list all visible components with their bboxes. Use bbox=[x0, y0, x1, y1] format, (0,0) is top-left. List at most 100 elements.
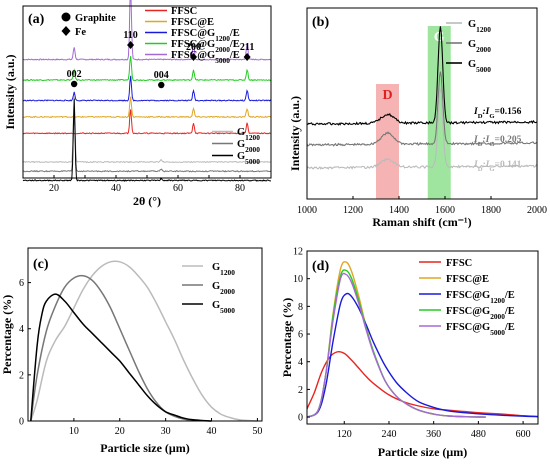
x-axis-label: Particle size (μm) bbox=[100, 441, 189, 455]
y-axis-label: Percentage (%) bbox=[280, 298, 294, 377]
legend-label-base: FFSC bbox=[171, 6, 197, 17]
ytick-label: 0 bbox=[19, 417, 24, 428]
panel-a: 20 40 60 80 2θ (°) Intensity (a.u.) (a) Graphit… bbox=[3, 0, 272, 208]
panel-d: 120 240 360 480 600 0 2 4 6 8 10 12 Particle size (μ… bbox=[280, 247, 539, 459]
ratio-colon: :I bbox=[483, 135, 490, 145]
legend-label-sub: 1200 bbox=[220, 268, 235, 277]
xtick-label: 1000 bbox=[297, 205, 317, 216]
xtick-label: 1600 bbox=[435, 205, 455, 216]
ratio-sub-d: D bbox=[478, 166, 483, 173]
xtick-label: 10 bbox=[69, 426, 79, 437]
ytick-label: 4 bbox=[298, 357, 303, 368]
marker-legend-diamond bbox=[61, 26, 71, 36]
legend-label-sub: 2000 bbox=[490, 312, 505, 321]
legend-label: G2000 bbox=[237, 139, 260, 154]
raman-line-G2000 bbox=[306, 71, 538, 147]
legend-label-sub: 1200 bbox=[245, 133, 260, 142]
ytick-label: 10 bbox=[293, 274, 303, 285]
band-D bbox=[376, 84, 399, 199]
psd-line-FFSC bbox=[306, 351, 539, 418]
xtick-label: 80 bbox=[235, 183, 245, 194]
ytick-label: 0 bbox=[298, 413, 303, 424]
raman-line-G5000 bbox=[306, 26, 538, 126]
psd-line-FFSC@G5000/E bbox=[306, 272, 486, 418]
legend-label-sub: 1200 bbox=[476, 25, 491, 34]
panel-label: (a) bbox=[28, 12, 45, 27]
legend-label-tail: /E bbox=[504, 306, 515, 317]
legend-label-tail: /E bbox=[504, 290, 515, 301]
ratio-i: I bbox=[473, 107, 478, 117]
legend-label-tail: /E bbox=[229, 28, 240, 39]
panel-label: (c) bbox=[33, 257, 49, 272]
ratio-sub-g: G bbox=[489, 166, 494, 173]
legend-label-tail: /E bbox=[229, 50, 240, 61]
panel-c: 10 20 30 40 50 0 2 4 6 Particle size (μm) Percenta… bbox=[0, 247, 263, 455]
x-axis-label: Raman shift (cm⁻¹) bbox=[372, 215, 471, 229]
panel-d-frame bbox=[306, 250, 539, 425]
xtick-label: 2000 bbox=[527, 205, 547, 216]
legend-label-base: G bbox=[212, 300, 220, 311]
peak-marker-diamond bbox=[190, 53, 197, 61]
legend-label: G5000 bbox=[237, 151, 260, 166]
panel-label: (d) bbox=[312, 259, 329, 274]
ratio-colon: :I bbox=[483, 107, 490, 117]
ytick-label: 4 bbox=[19, 324, 24, 335]
band-G bbox=[427, 26, 451, 199]
legend-label: FFSC@G2000/E bbox=[171, 39, 240, 54]
legend-label-sub: 2000 bbox=[220, 287, 235, 296]
xtick-label: 1400 bbox=[389, 205, 409, 216]
legend-label-base: G bbox=[468, 59, 476, 70]
xtick-label: 20 bbox=[115, 426, 125, 437]
legend-label: G1200 bbox=[468, 19, 491, 34]
peak-marker-diamond bbox=[127, 41, 135, 49]
legend-label-sub: 1200 bbox=[215, 34, 230, 43]
ratio-colon: :I bbox=[483, 160, 490, 170]
legend-label-sub: 5000 bbox=[220, 306, 235, 315]
psd-line-G1200 bbox=[30, 260, 258, 422]
legend-label-sub: 5000 bbox=[490, 328, 505, 337]
legend-label-sub: 2000 bbox=[476, 45, 491, 54]
peak-label: 110 bbox=[123, 30, 137, 41]
legend-label: FFSC@G1200/E bbox=[446, 290, 515, 305]
xtick-label: 20 bbox=[49, 183, 59, 194]
legend-label: FFSC@G5000/E bbox=[171, 50, 240, 65]
xtick-label: 60 bbox=[173, 183, 183, 194]
legend-label-base: G bbox=[212, 281, 220, 292]
legend-label-base: G bbox=[237, 151, 245, 162]
legend-label-sub: 5000 bbox=[476, 65, 491, 74]
marker-legend-label: Graphite bbox=[75, 13, 116, 24]
peak-marker-circle bbox=[158, 81, 165, 89]
legend-label: FFSC bbox=[171, 6, 197, 17]
legend-label-base: G bbox=[237, 127, 245, 138]
x-axis-label: Particle size (μm) bbox=[378, 445, 467, 459]
ratio-label: ID:IG=0.156 bbox=[473, 107, 522, 120]
x-axis-label: 2θ (°) bbox=[133, 194, 161, 208]
legend-label-base: G bbox=[468, 19, 476, 30]
ytick-label: 6 bbox=[19, 278, 24, 289]
xtick-label: 1200 bbox=[343, 205, 363, 216]
ytick-label: 2 bbox=[298, 385, 303, 396]
ratio-label: ID:IG=0.141 bbox=[473, 160, 522, 173]
peak-label: 200 bbox=[186, 42, 201, 53]
xrd-line-FFSC@E bbox=[22, 96, 272, 119]
raman-line-G1200 bbox=[306, 88, 538, 170]
psd-line-FFSC@G1200/E bbox=[306, 292, 539, 418]
ytick-label: 12 bbox=[293, 247, 303, 258]
legend-label-tail: /E bbox=[229, 39, 240, 50]
ratio-sub-g: G bbox=[489, 113, 494, 120]
ratio-i: I bbox=[473, 160, 478, 170]
ratio-i: I bbox=[473, 135, 478, 145]
legend-label-base: FFSC@G bbox=[171, 28, 215, 39]
peak-marker-circle bbox=[70, 80, 78, 88]
y-axis-label: Percentage (%) bbox=[0, 295, 14, 374]
legend-label: G1200 bbox=[212, 262, 235, 277]
xtick-label: 50 bbox=[252, 426, 262, 437]
legend-label: FFSC@G1200/E bbox=[171, 28, 240, 43]
legend-label-base: FFSC@G bbox=[446, 306, 490, 317]
legend-label-sub: 2000 bbox=[245, 145, 260, 154]
xrd-line-FFSC@G5000/E bbox=[22, 0, 272, 61]
xtick-label: 600 bbox=[516, 429, 531, 440]
legend-label-base: FFSC@G bbox=[171, 50, 215, 61]
ratio-value: =0.205 bbox=[495, 135, 522, 145]
